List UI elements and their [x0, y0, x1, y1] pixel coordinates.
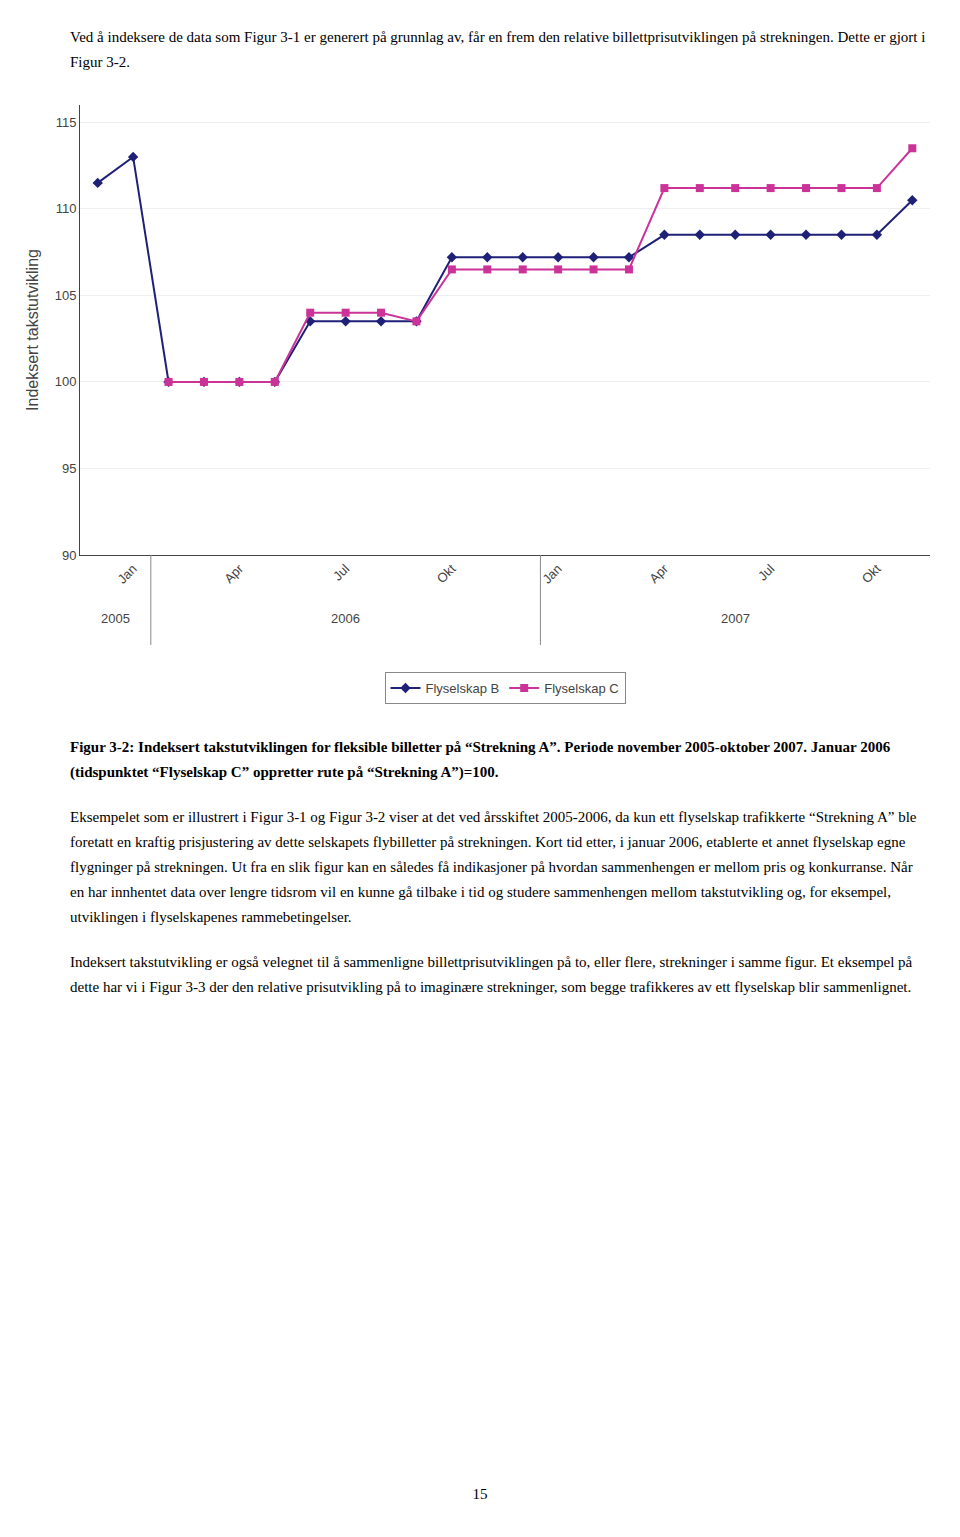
html-text:Indeksert takstutvikling er og: Indeksert takstutvikling er også velegne… — [70, 954, 913, 995]
svg-text:2005: 2005 — [101, 611, 130, 626]
svg-text:115: 115 — [56, 115, 77, 130]
svg-text:Jan: Jan — [114, 561, 139, 586]
svg-text:100: 100 — [55, 374, 77, 389]
svg-text:2006: 2006 — [331, 611, 360, 626]
svg-text:110: 110 — [56, 201, 77, 216]
svg-text:105: 105 — [55, 288, 77, 303]
svg-text:Flyselskap C: Flyselskap C — [544, 681, 618, 696]
html-text:Eksempelet som er illustrert i: Eksempelet som er illustrert i Figur 3-1… — [70, 809, 917, 925]
svg-text:Indeksert takstutvikling: Indeksert takstutvikling — [24, 249, 41, 411]
html-text:Figur 3-2: Indeksert takstutvi: Figur 3-2: Indeksert takstutviklingen fo… — [70, 739, 891, 780]
html-text:15: 15 — [472, 1486, 488, 1502]
svg-text:95: 95 — [62, 461, 76, 476]
svg-text:Apr: Apr — [646, 561, 671, 586]
html-text:Ved å indeksere de data som Fi: Ved å indeksere de data som Figur 3-1 er… — [70, 29, 926, 70]
svg-text:Okt: Okt — [434, 561, 459, 586]
svg-text:Jan: Jan — [539, 561, 564, 586]
svg-text:Okt: Okt — [859, 561, 884, 586]
svg-text:Flyselskap B: Flyselskap B — [426, 681, 500, 696]
svg-text:Apr: Apr — [221, 561, 246, 586]
svg-text:Jul: Jul — [755, 561, 777, 583]
svg-text:2007: 2007 — [721, 611, 750, 626]
svg-text:Jul: Jul — [330, 561, 352, 583]
svg-text:90: 90 — [62, 548, 76, 563]
